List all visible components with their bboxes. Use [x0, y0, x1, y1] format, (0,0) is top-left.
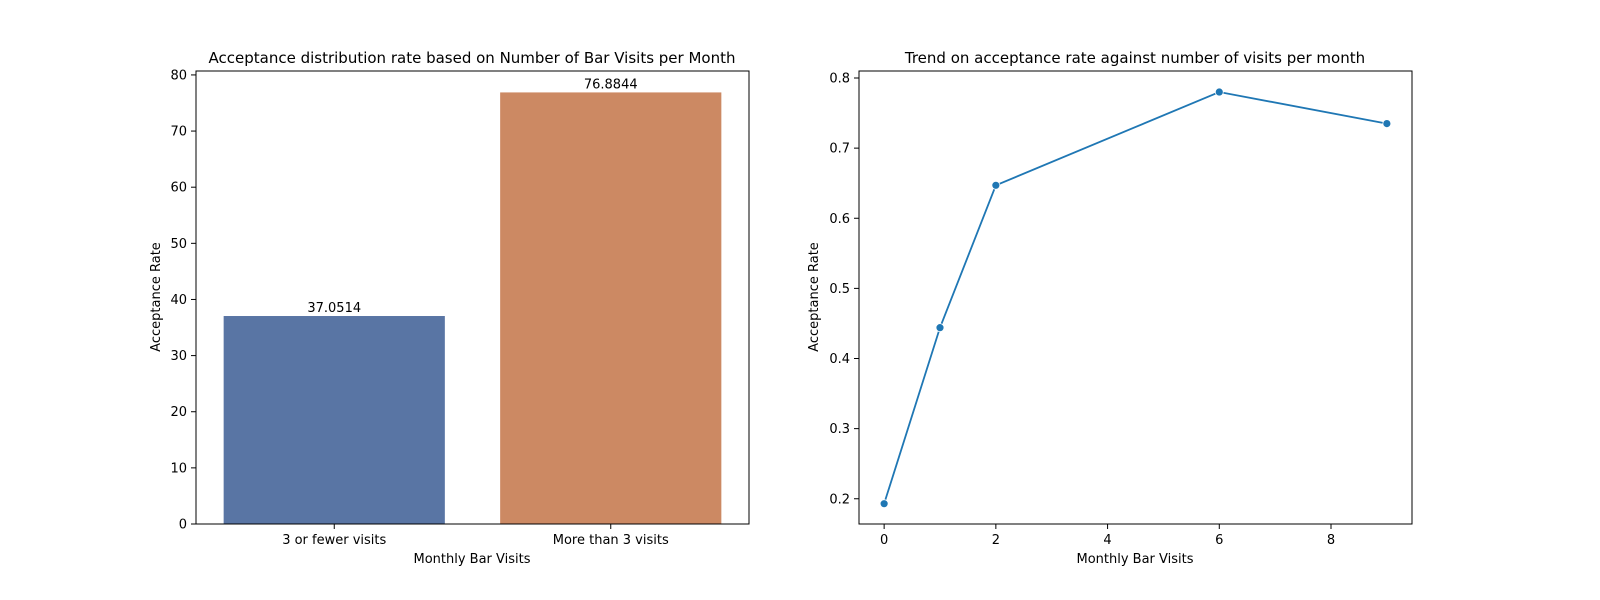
line-chart-title: Trend on acceptance rate against number … — [904, 49, 1365, 67]
y-tick-label: 50 — [170, 237, 187, 252]
bar-chart-title: Acceptance distribution rate based on Nu… — [209, 49, 736, 67]
line-x-axis-label: Monthly Bar Visits — [1076, 552, 1193, 567]
x-tick-label: 3 or fewer visits — [282, 533, 386, 548]
y-tick-label: 30 — [170, 349, 187, 364]
line-y-axis: 0.2 0.3 0.4 0.5 0.6 0.7 0.8 — [829, 72, 859, 507]
y-tick-label: 0.7 — [829, 142, 850, 157]
bar-value-label: 37.0514 — [307, 301, 361, 316]
data-point — [1214, 87, 1224, 97]
data-point — [991, 180, 1001, 190]
y-tick-label: 0.3 — [829, 422, 850, 437]
x-tick-label: More than 3 visits — [553, 533, 669, 548]
bar — [500, 92, 722, 524]
line-y-axis-label: Acceptance Rate — [807, 242, 822, 352]
y-tick-label: 0.8 — [829, 72, 850, 87]
y-tick-label: 70 — [170, 125, 187, 140]
line-x-axis: 0 2 4 6 8 — [880, 524, 1335, 548]
x-tick-label: 2 — [992, 533, 1000, 548]
bar-x-axis-label: Monthly Bar Visits — [413, 552, 530, 567]
y-tick-label: 60 — [170, 181, 187, 196]
bar-x-axis: 3 or fewer visits More than 3 visits — [282, 524, 669, 548]
bar-plot-frame — [195, 70, 750, 525]
bar-value-label: 76.8844 — [584, 77, 638, 92]
bar-y-axis-label: Acceptance Rate — [149, 242, 164, 352]
line-plot-frame — [858, 70, 1413, 525]
data-point — [879, 499, 889, 509]
y-tick-label: 0.6 — [829, 212, 850, 227]
y-tick-label: 80 — [170, 68, 187, 83]
bar-y-axis: 0 10 20 30 40 50 60 70 80 — [170, 68, 196, 533]
data-point — [935, 323, 945, 333]
bar — [223, 316, 445, 524]
data-point — [1382, 119, 1392, 128]
series-line — [883, 91, 1388, 504]
y-tick-label: 10 — [170, 461, 187, 476]
bar-chart: Acceptance distribution rate based on Nu… — [149, 49, 750, 567]
y-tick-label: 40 — [170, 293, 187, 308]
line-chart: Trend on acceptance rate against number … — [807, 49, 1413, 567]
bar-marks: 37.0514 76.8844 — [223, 77, 722, 524]
y-tick-label: 0 — [179, 518, 187, 533]
y-tick-label: 0.5 — [829, 282, 850, 297]
y-tick-label: 0.2 — [829, 492, 850, 507]
x-tick-label: 6 — [1215, 533, 1223, 548]
x-tick-label: 4 — [1103, 533, 1111, 548]
x-tick-label: 0 — [880, 533, 888, 548]
x-tick-label: 8 — [1327, 533, 1335, 548]
y-tick-label: 20 — [170, 405, 187, 420]
line-marks — [879, 87, 1392, 509]
y-tick-label: 0.4 — [829, 352, 850, 367]
